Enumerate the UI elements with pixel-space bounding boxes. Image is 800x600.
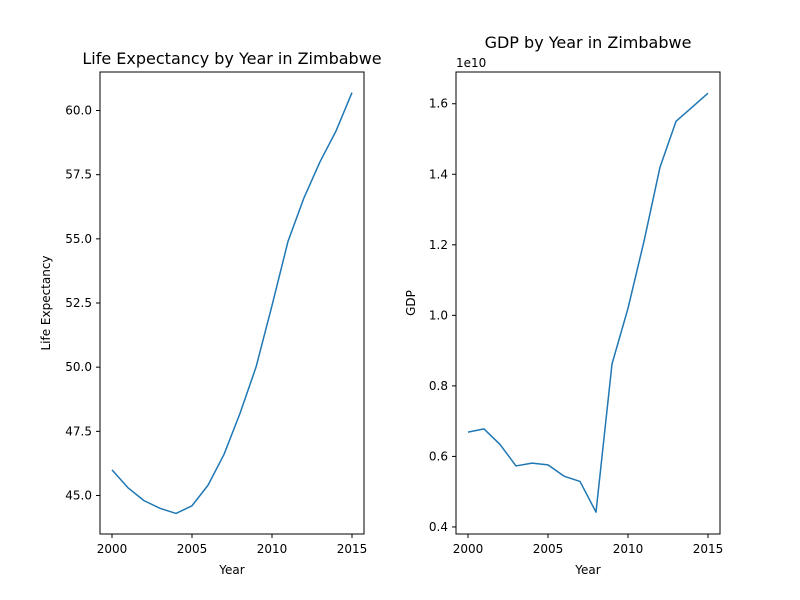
x-axis-label: Year (574, 563, 600, 577)
y-tick-label: 60.0 (65, 104, 92, 118)
y-tick-label: 55.0 (65, 232, 92, 246)
y-tick-label: 1.4 (429, 167, 448, 181)
x-tick-label: 2000 (97, 542, 128, 556)
y-ticks: 45.0 47.5 50.0 52.5 55.0 57.5 60.0 (65, 104, 100, 503)
y-offset-text: 1e10 (456, 56, 486, 70)
chart-title: GDP by Year in Zimbabwe (485, 33, 692, 52)
x-ticks: 2000 2005 2010 2015 (97, 534, 368, 556)
series-line (467, 92, 709, 513)
y-axis-label: Life Expectancy (39, 255, 53, 350)
y-tick-label: 47.5 (65, 424, 92, 438)
y-tick-label: 1.6 (429, 97, 448, 111)
x-tick-label: 2000 (453, 542, 484, 556)
x-tick-label: 2015 (693, 542, 724, 556)
y-tick-label: 57.5 (65, 168, 92, 182)
x-axis-label: Year (218, 563, 244, 577)
y-tick-label: 0.4 (429, 520, 448, 534)
y-tick-label: 50.0 (65, 360, 92, 374)
x-tick-label: 2005 (533, 542, 564, 556)
life-expectancy-chart: Life Expectancy by Year in Zimbabwe 2000… (39, 49, 382, 577)
gdp-chart: GDP by Year in Zimbabwe 2000 2005 2010 2015… (404, 33, 723, 577)
x-tick-label: 2015 (337, 542, 368, 556)
x-tick-label: 2010 (613, 542, 644, 556)
y-ticks: 0.4 0.6 0.8 1.0 1.2 1.4 1.6 (429, 97, 456, 534)
y-tick-label: 1.0 (429, 308, 448, 322)
x-tick-label: 2010 (257, 542, 288, 556)
x-tick-label: 2005 (177, 542, 208, 556)
y-tick-label: 0.6 (429, 449, 448, 463)
series-layer (111, 92, 353, 515)
y-tick-label: 1.2 (429, 238, 448, 252)
series-line (111, 92, 353, 515)
chart-title: Life Expectancy by Year in Zimbabwe (82, 49, 381, 68)
y-tick-label: 52.5 (65, 296, 92, 310)
y-axis-label: GDP (404, 290, 418, 316)
series-layer (467, 92, 709, 513)
y-tick-label: 0.8 (429, 379, 448, 393)
x-ticks: 2000 2005 2010 2015 (453, 534, 724, 556)
y-tick-label: 45.0 (65, 489, 92, 503)
plot-area-frame (455, 71, 721, 535)
